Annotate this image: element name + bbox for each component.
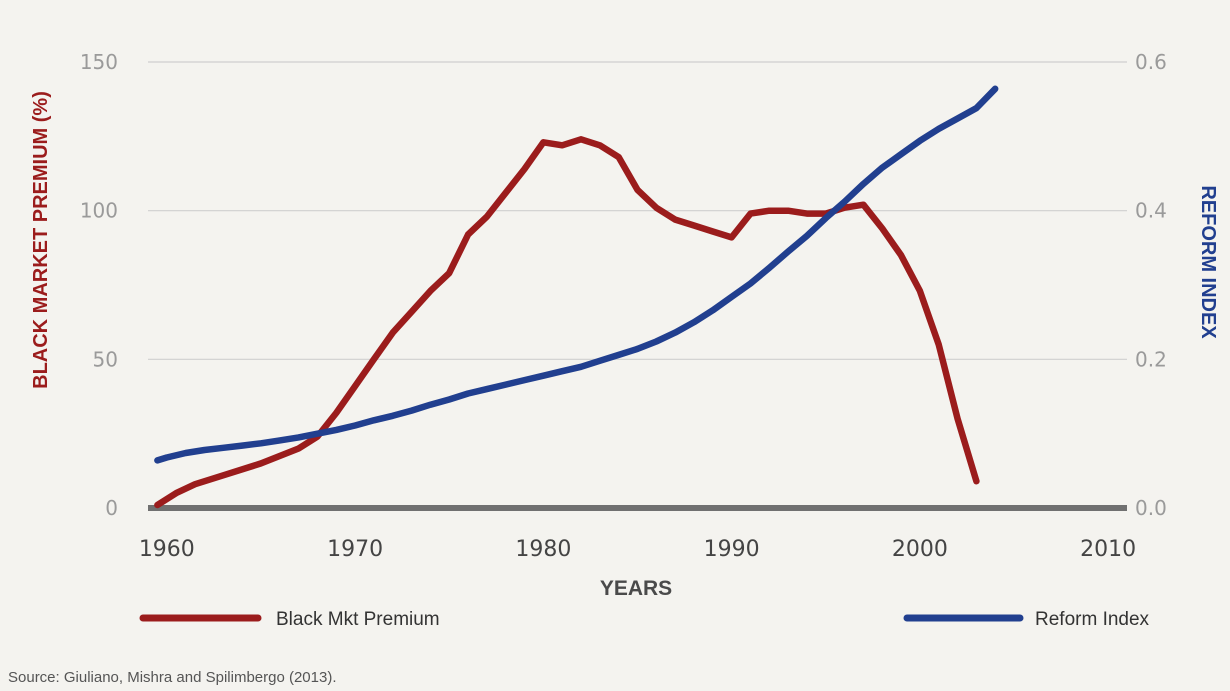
y-tick-left: 0 [105, 496, 118, 520]
x-tick: 1960 [139, 537, 195, 562]
x-ticks: 1960 1970 1980 1990 2000 2010 [139, 537, 1136, 562]
legend-label-reform-index: Reform Index [1035, 609, 1150, 630]
x-tick: 1970 [327, 537, 383, 562]
y-tick-left: 100 [80, 199, 118, 223]
series-line-reform-index [154, 85, 999, 464]
x-tick: 1990 [704, 537, 760, 562]
series-lines [154, 85, 999, 509]
y-ticks-left: 0 50 100 150 [80, 50, 118, 520]
y-ticks-right: 0.0 0.2 0.4 0.6 [1135, 50, 1167, 520]
y-axis-title-right: REFORM INDEX [1197, 185, 1219, 339]
gridlines [148, 61, 1127, 511]
y-tick-right: 0.4 [1135, 199, 1167, 223]
legend-label-black-mkt-premium: Black Mkt Premium [276, 609, 440, 630]
y-tick-right: 0.2 [1135, 347, 1167, 371]
x-tick: 2000 [892, 537, 948, 562]
legend: Black Mkt Premium Reform Index [139, 609, 1150, 630]
source-note: Source: Giuliano, Mishra and Spilimbergo… [8, 669, 337, 686]
series-line-black-mkt-premium [154, 136, 980, 509]
y-tick-right: 0.6 [1135, 50, 1167, 74]
y-tick-left: 150 [80, 50, 118, 74]
x-tick: 2010 [1080, 537, 1136, 562]
y-axis-title-left: BLACK MARKET PREMIUM (%) [30, 91, 52, 389]
y-tick-right: 0.0 [1135, 496, 1167, 520]
x-tick: 1980 [515, 537, 571, 562]
x-axis-title: YEARS [600, 577, 672, 600]
y-tick-left: 50 [93, 347, 118, 371]
